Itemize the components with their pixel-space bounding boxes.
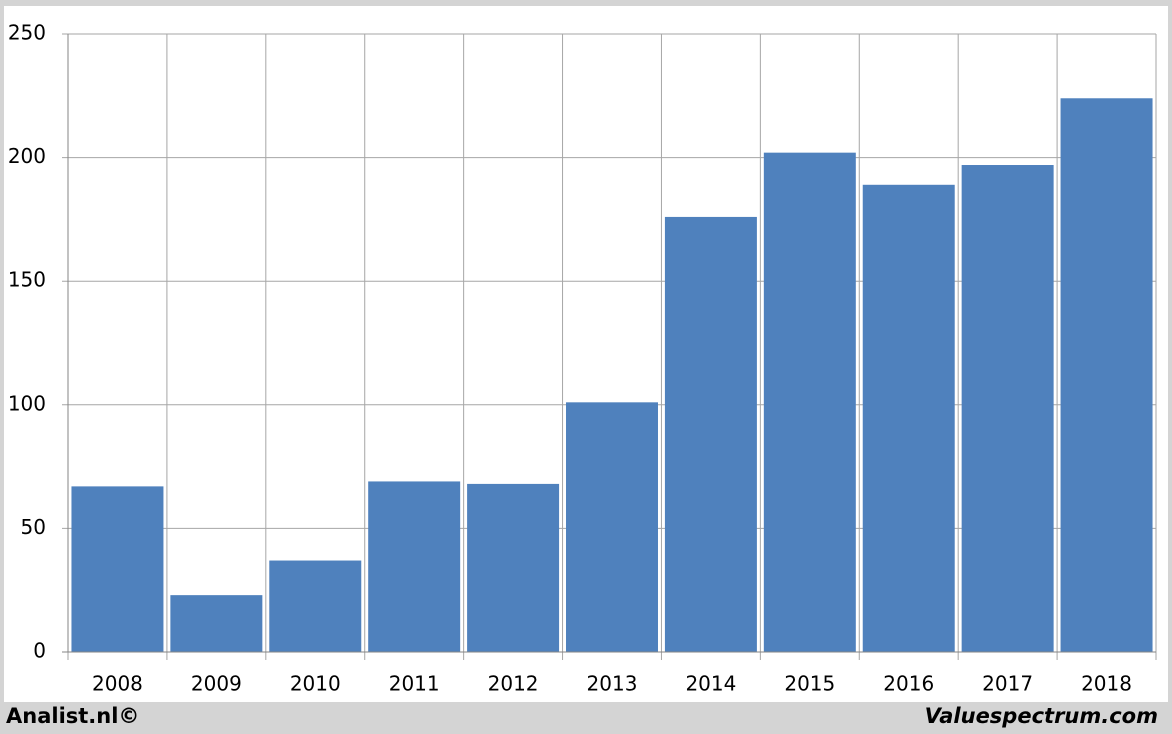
bar — [269, 560, 362, 652]
y-tick-label: 200 — [8, 144, 46, 168]
bar — [664, 216, 757, 653]
bar — [170, 595, 263, 652]
x-tick-label: 2013 — [587, 672, 638, 696]
y-tick-label: 150 — [8, 268, 46, 292]
bar — [862, 184, 955, 653]
y-tick-label: 250 — [8, 21, 46, 45]
footer-right: Valuespectrum.com — [925, 704, 1158, 728]
y-tick-label: 100 — [8, 391, 46, 415]
y-tick-label: 50 — [21, 515, 46, 539]
x-tick-label: 2011 — [389, 672, 440, 696]
bar — [961, 165, 1054, 653]
x-tick-label: 2016 — [883, 672, 934, 696]
y-tick-label: 0 — [33, 639, 46, 663]
footer-left: Analist.nl© — [6, 704, 139, 728]
x-tick-label: 2009 — [191, 672, 242, 696]
bar — [763, 152, 856, 652]
x-tick-label: 2017 — [982, 672, 1033, 696]
x-tick-label: 2015 — [784, 672, 835, 696]
bar — [368, 481, 461, 652]
x-tick-label: 2008 — [92, 672, 143, 696]
bar — [1060, 98, 1153, 653]
bar — [71, 486, 164, 652]
x-tick-label: 2018 — [1081, 672, 1132, 696]
x-tick-label: 2010 — [290, 672, 341, 696]
x-tick-label: 2014 — [685, 672, 736, 696]
bar — [467, 483, 560, 652]
bar — [566, 402, 658, 652]
x-tick-label: 2012 — [488, 672, 539, 696]
